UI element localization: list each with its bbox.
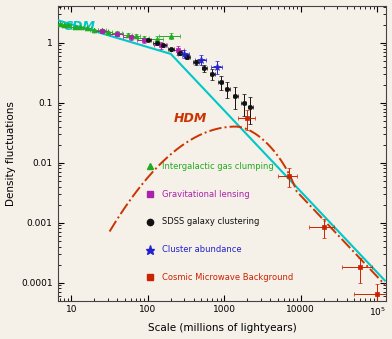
X-axis label: Scale (millions of lightyears): Scale (millions of lightyears) xyxy=(148,323,296,334)
Text: HDM: HDM xyxy=(174,112,207,125)
Text: CDM: CDM xyxy=(64,20,96,33)
Text: Cluster abundance: Cluster abundance xyxy=(162,245,242,254)
Text: Cosmic Microwave Background: Cosmic Microwave Background xyxy=(162,273,293,282)
Text: SDSS galaxy clustering: SDSS galaxy clustering xyxy=(162,217,260,226)
Y-axis label: Density fluctuations: Density fluctuations xyxy=(5,101,16,205)
Text: Intergalactic gas clumping: Intergalactic gas clumping xyxy=(162,162,274,171)
Text: Gravitational lensing: Gravitational lensing xyxy=(162,190,250,199)
